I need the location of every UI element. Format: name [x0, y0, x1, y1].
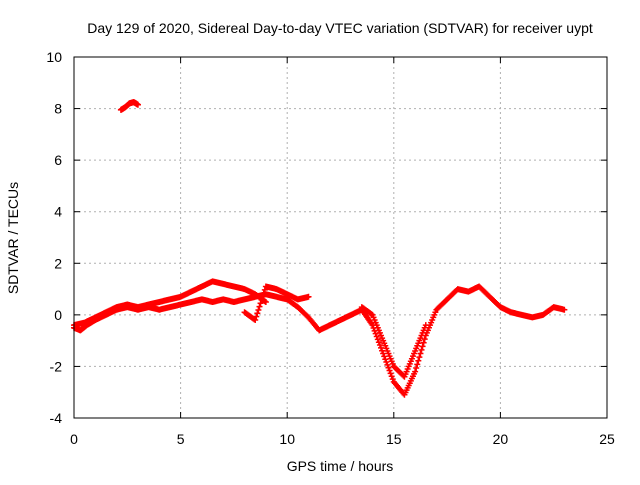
y-tick-label: 6: [54, 152, 62, 168]
data-point: [374, 336, 381, 343]
data-point: [305, 293, 312, 300]
data-point: [422, 322, 429, 329]
data-point: [416, 354, 423, 361]
data-point: [385, 364, 392, 371]
data-point: [386, 367, 393, 374]
data-point: [252, 317, 259, 324]
x-tick-label: 0: [70, 431, 78, 447]
data-point: [380, 350, 387, 357]
data-point: [259, 293, 266, 300]
y-tick-label: 10: [46, 49, 62, 65]
data-point: [417, 350, 424, 357]
data-points: [71, 99, 568, 398]
data-point: [383, 359, 390, 366]
x-tick-label: 10: [279, 431, 295, 447]
data-point: [376, 342, 383, 349]
data-point: [262, 298, 269, 305]
data-point: [373, 333, 380, 340]
data-point: [389, 376, 396, 383]
data-point: [258, 296, 265, 303]
plot-frame: [73, 56, 608, 419]
axis-ticks: 0 5 10 15 20 25 -4 -2 0 2 4 6 8 10: [46, 49, 615, 447]
data-point: [412, 368, 419, 375]
x-tick-label: 5: [177, 431, 185, 447]
data-point: [257, 300, 264, 307]
data-point: [261, 298, 268, 305]
y-tick-label: -2: [50, 358, 63, 374]
data-point: [387, 370, 394, 377]
y-tick-label: 2: [54, 255, 62, 271]
y-tick-label: 8: [54, 101, 62, 117]
x-axis-label: GPS time / hours: [287, 458, 394, 474]
data-point: [413, 364, 420, 371]
data-point: [388, 373, 395, 380]
data-point: [256, 303, 263, 310]
data-point: [254, 310, 261, 317]
data-point: [384, 361, 391, 368]
data-point: [261, 286, 268, 293]
x-tick-label: 15: [386, 431, 402, 447]
grid-lines: [74, 57, 607, 418]
data-point: [382, 356, 389, 363]
data-point: [253, 313, 260, 320]
data-point: [561, 306, 568, 313]
data-point: [255, 306, 262, 313]
data-point: [375, 339, 382, 346]
y-tick-label: 4: [54, 204, 62, 220]
data-point: [260, 290, 267, 297]
data-point: [134, 101, 141, 108]
data-point: [420, 339, 427, 346]
data-point: [415, 357, 422, 364]
y-tick-label: -4: [50, 410, 63, 426]
x-tick-label: 25: [599, 431, 615, 447]
data-point: [378, 344, 385, 351]
y-axis-label: SDTVAR / TECUs: [5, 182, 21, 294]
data-point: [421, 336, 428, 343]
data-point: [372, 330, 379, 337]
data-point: [368, 311, 375, 318]
data-point: [414, 361, 421, 368]
chart-title: Day 129 of 2020, Sidereal Day-to-day VTE…: [87, 20, 593, 36]
x-tick-label: 20: [493, 431, 509, 447]
data-point: [418, 346, 425, 353]
data-point: [419, 343, 426, 350]
data-point: [379, 347, 386, 354]
y-tick-label: 0: [54, 307, 62, 323]
data-point: [381, 353, 388, 360]
